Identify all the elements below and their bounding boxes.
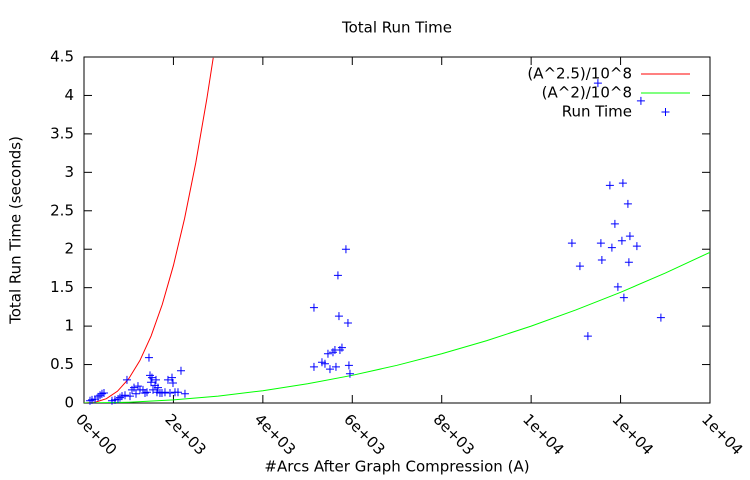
y-tick-label: 2.5 [50, 201, 74, 219]
point [151, 375, 160, 384]
point [625, 232, 634, 241]
legend-label: Run Time [562, 103, 632, 121]
curve [84, 57, 214, 403]
point [167, 373, 176, 382]
y-tick-label: 0 [64, 394, 74, 412]
point [597, 255, 606, 264]
point [607, 243, 616, 252]
y-tick-label: 1.5 [50, 278, 74, 296]
point [97, 389, 106, 398]
point [115, 393, 124, 402]
y-tick-label: 2 [64, 240, 74, 258]
point [133, 382, 142, 391]
point [99, 389, 108, 398]
point [180, 389, 189, 398]
point [320, 359, 329, 368]
point [345, 369, 354, 378]
point [176, 366, 185, 375]
point [160, 388, 169, 397]
point [144, 353, 153, 362]
point [610, 219, 619, 228]
point [605, 181, 614, 190]
point [143, 388, 152, 397]
point [624, 258, 633, 267]
point [636, 96, 645, 105]
point [617, 236, 626, 245]
point [334, 312, 343, 321]
point [146, 378, 155, 387]
point [567, 239, 576, 248]
point [154, 383, 163, 392]
point [129, 383, 138, 392]
y-tick-label: 4.5 [50, 48, 74, 66]
legend-label: (A^2.5)/10^8 [527, 65, 632, 83]
point [623, 199, 632, 208]
legend-swatch [661, 108, 670, 116]
point [575, 262, 584, 271]
chart-title: Total Run Time [341, 19, 452, 37]
point [126, 392, 135, 401]
point [165, 389, 174, 398]
point [344, 361, 353, 370]
point [325, 365, 334, 374]
point [618, 179, 627, 188]
point [163, 375, 172, 384]
point [113, 395, 122, 404]
y-tick-label: 1 [64, 317, 74, 335]
point [596, 239, 605, 248]
y-tick-label: 4 [64, 86, 74, 104]
point [619, 293, 628, 302]
y-axis-label: Total Run Time (seconds) [7, 136, 25, 325]
plot-border [83, 56, 711, 404]
point [173, 388, 182, 397]
point [122, 375, 131, 384]
point [337, 343, 346, 352]
point [331, 362, 340, 371]
point [309, 362, 318, 371]
x-axis-label: #Arcs After Graph Compression (A) [264, 458, 529, 476]
point [656, 313, 665, 322]
point [121, 391, 130, 400]
point [309, 303, 318, 312]
point [341, 245, 350, 254]
point [593, 79, 602, 88]
point [85, 396, 94, 405]
y-tick-label: 3.5 [50, 124, 74, 142]
curve [84, 251, 710, 403]
point [147, 373, 156, 382]
point [583, 332, 592, 341]
point [168, 379, 177, 388]
point [140, 389, 149, 398]
point [613, 282, 622, 291]
point [132, 389, 141, 398]
y-tick-label: 3 [64, 163, 74, 181]
point [333, 271, 342, 280]
y-tick-label: 0.5 [50, 355, 74, 373]
point [343, 319, 352, 328]
point [323, 349, 332, 358]
point [632, 242, 641, 251]
legend-label: (A^2)/10^8 [542, 84, 632, 102]
